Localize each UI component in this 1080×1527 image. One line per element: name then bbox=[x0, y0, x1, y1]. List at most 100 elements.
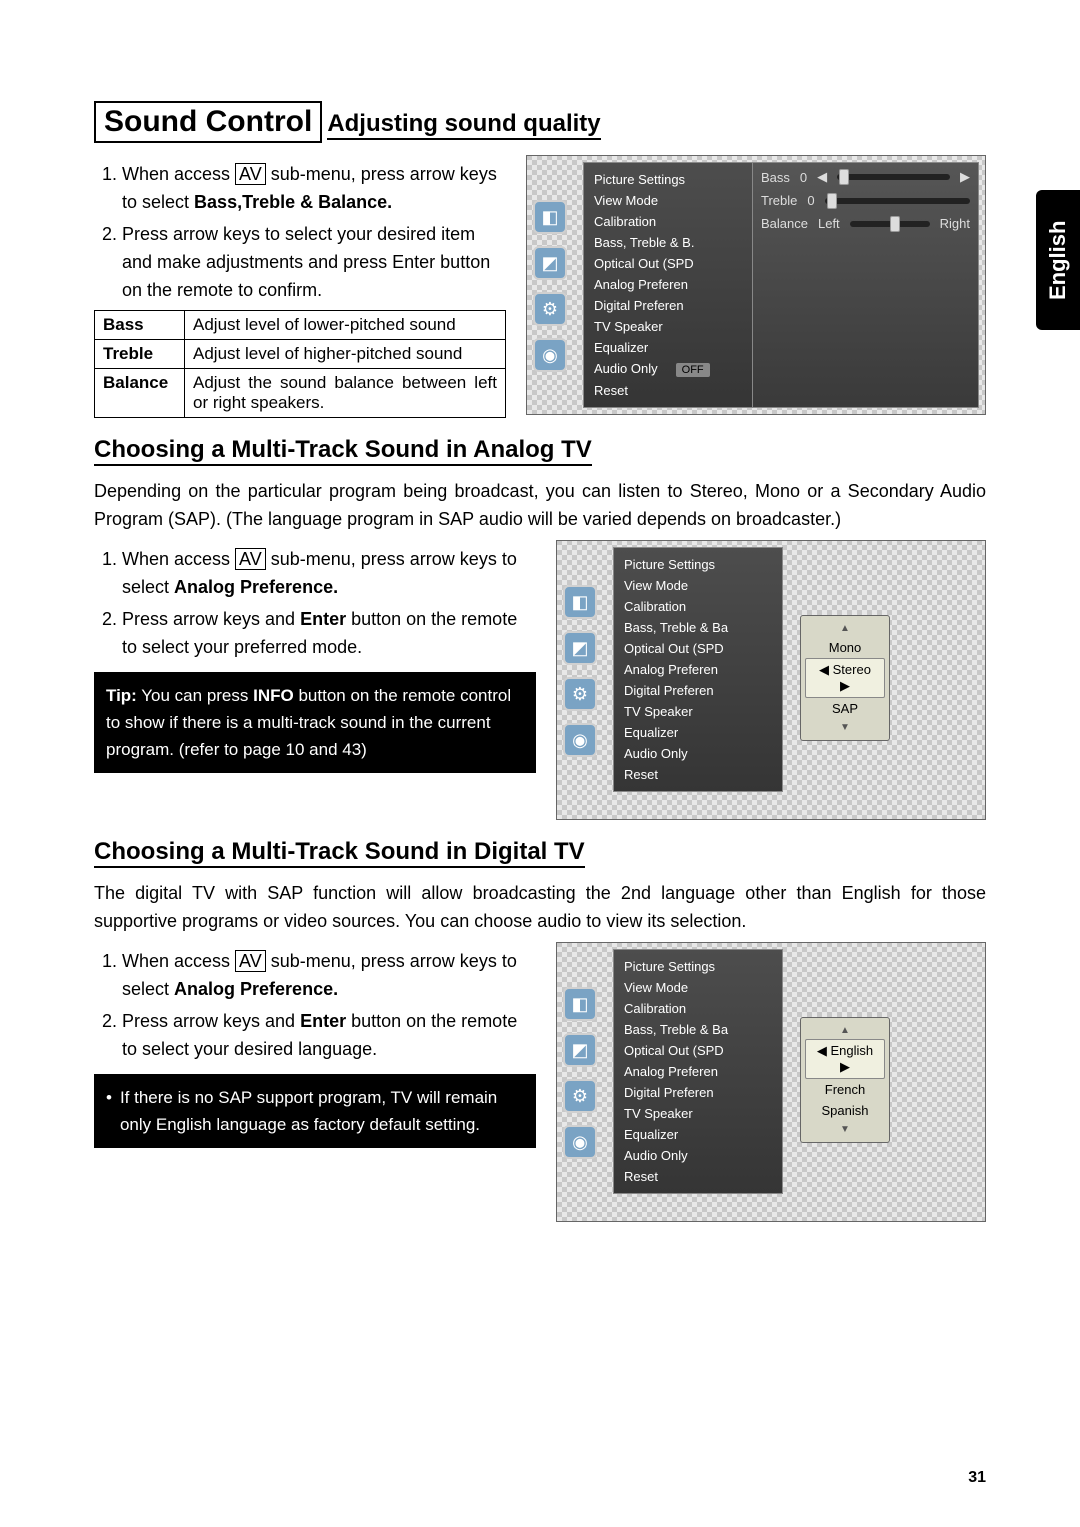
menu-item: Audio Only bbox=[624, 743, 772, 764]
popup-option-selected: ◀ Stereo ▶ bbox=[805, 658, 885, 698]
cell: Adjust level of lower-pitched sound bbox=[185, 311, 506, 340]
cell: Treble bbox=[95, 340, 185, 369]
s3-step2: Press arrow keys and Enter button on the… bbox=[122, 1008, 536, 1064]
tip-box: Tip: You can press INFO button on the re… bbox=[94, 672, 536, 774]
menu-item: Analog Preferen bbox=[624, 659, 772, 680]
text-bold: Tip: bbox=[106, 686, 137, 705]
menu-item: View Mode bbox=[624, 977, 772, 998]
page-number: 31 bbox=[968, 1469, 986, 1487]
menu-list: Picture Settings View Mode Calibration B… bbox=[613, 547, 783, 792]
menu-item: Calibration bbox=[624, 998, 772, 1019]
section1-heading: Adjusting sound quality bbox=[327, 110, 600, 140]
cell: Adjust the sound balance between left or… bbox=[185, 369, 506, 418]
language-tab: English bbox=[1036, 190, 1080, 330]
menu-item: Picture Settings bbox=[594, 169, 742, 190]
text: Press arrow keys and bbox=[122, 609, 300, 629]
up-arrow-icon: ▲ bbox=[801, 1022, 889, 1039]
left-arrow-icon: ◀ bbox=[817, 169, 827, 185]
up-arrow-icon: ▲ bbox=[801, 620, 889, 637]
menu-icon: ◩ bbox=[533, 246, 567, 280]
menu-item: Optical Out (SPD bbox=[624, 1040, 772, 1061]
text: When access bbox=[122, 549, 235, 569]
label: Balance bbox=[761, 216, 808, 231]
cell: Bass bbox=[95, 311, 185, 340]
menu-item: Equalizer bbox=[624, 1124, 772, 1145]
menu-list: Picture Settings View Mode Calibration B… bbox=[613, 949, 783, 1194]
s2-step1: When access AV sub-menu, press arrow key… bbox=[122, 546, 536, 602]
menu-item: Bass, Treble & Ba bbox=[624, 1019, 772, 1040]
label: Right bbox=[940, 216, 970, 231]
popup-option-selected: ◀ English ▶ bbox=[805, 1039, 885, 1079]
value: 0 bbox=[807, 193, 814, 208]
table-row: TrebleAdjust level of higher-pitched sou… bbox=[95, 340, 506, 369]
text-bold: INFO bbox=[253, 686, 294, 705]
menu-item: Bass, Treble & B. bbox=[594, 232, 742, 253]
menu-item: Picture Settings bbox=[624, 956, 772, 977]
definitions-table: BassAdjust level of lower-pitched sound … bbox=[94, 310, 506, 418]
tv-menu-screenshot-2: ◧ ◩ ⚙ ◉ Picture Settings View Mode Calib… bbox=[556, 540, 986, 820]
icon-column: ◧ ◩ ⚙ ◉ bbox=[563, 987, 597, 1159]
bullet-icon: • bbox=[106, 1084, 112, 1138]
text-bold: Analog Preference. bbox=[174, 979, 338, 999]
av-box: AV bbox=[235, 950, 266, 972]
section2-intro: Depending on the particular program bein… bbox=[94, 478, 986, 534]
text: You can press bbox=[137, 686, 253, 705]
table-row: BalanceAdjust the sound balance between … bbox=[95, 369, 506, 418]
s1-step1: When access AV sub-menu, press arrow key… bbox=[122, 161, 506, 217]
section2-steps: When access AV sub-menu, press arrow key… bbox=[94, 546, 536, 662]
menu-item: Equalizer bbox=[624, 722, 772, 743]
menu-icon: ⚙ bbox=[533, 292, 567, 326]
menu-item: Analog Preferen bbox=[594, 274, 742, 295]
menu-item: Audio Only bbox=[624, 1145, 772, 1166]
menu-icon: ◉ bbox=[533, 338, 567, 372]
menu-item: View Mode bbox=[624, 575, 772, 596]
menu-item: View Mode bbox=[594, 190, 742, 211]
digital-popup: ▲ ◀ English ▶ French Spanish ▼ bbox=[800, 1017, 890, 1143]
menu-item: Reset bbox=[624, 1166, 772, 1187]
menu-icon: ◉ bbox=[563, 723, 597, 757]
tv-menu-screenshot-1: ◧ ◩ ⚙ ◉ Picture Settings View Mode Calib… bbox=[526, 155, 986, 415]
menu-icon: ◧ bbox=[533, 200, 567, 234]
label: Treble bbox=[761, 193, 797, 208]
label: Left bbox=[818, 216, 840, 231]
popup-option: French bbox=[801, 1079, 889, 1100]
menu-icon: ◧ bbox=[563, 987, 597, 1021]
menu-item: Optical Out (SPD bbox=[624, 638, 772, 659]
popup-option: Spanish bbox=[801, 1100, 889, 1121]
balance-slider: Balance Left Right bbox=[761, 216, 970, 231]
cell: Balance bbox=[95, 369, 185, 418]
menu-item: Picture Settings bbox=[624, 554, 772, 575]
analog-popup: ▲ Mono ◀ Stereo ▶ SAP ▼ bbox=[800, 615, 890, 741]
s2-step2: Press arrow keys and Enter button on the… bbox=[122, 606, 536, 662]
menu-item: Audio Only OFF bbox=[594, 358, 742, 380]
text: When access bbox=[122, 951, 235, 971]
menu-item: TV Speaker bbox=[624, 701, 772, 722]
menu-item: Calibration bbox=[624, 596, 772, 617]
icon-column: ◧ ◩ ⚙ ◉ bbox=[533, 200, 567, 372]
menu-item: Bass, Treble & Ba bbox=[624, 617, 772, 638]
slider-panel: Bass 0 ◀ ▶ Treble 0 Balance Left Right bbox=[753, 162, 979, 408]
tv-menu-screenshot-3: ◧ ◩ ⚙ ◉ Picture Settings View Mode Calib… bbox=[556, 942, 986, 1222]
text: Press arrow keys and bbox=[122, 1011, 300, 1031]
menu-item: Digital Preferen bbox=[624, 680, 772, 701]
menu-item: TV Speaker bbox=[594, 316, 742, 337]
page-title: Sound Control bbox=[94, 101, 322, 143]
menu-item: Reset bbox=[624, 764, 772, 785]
cell: Adjust level of higher-pitched sound bbox=[185, 340, 506, 369]
av-box: AV bbox=[235, 548, 266, 570]
note-text: If there is no SAP support program, TV w… bbox=[120, 1084, 524, 1138]
text-bold: Enter bbox=[300, 1011, 346, 1031]
menu-item: Reset bbox=[594, 380, 742, 401]
menu-item: Optical Out (SPD bbox=[594, 253, 742, 274]
label: Bass bbox=[761, 170, 790, 185]
popup-option: Mono bbox=[801, 637, 889, 658]
menu-list: Picture Settings View Mode Calibration B… bbox=[583, 162, 753, 408]
menu-icon: ◉ bbox=[563, 1125, 597, 1159]
menu-icon: ⚙ bbox=[563, 677, 597, 711]
section3-heading: Choosing a Multi-Track Sound in Digital … bbox=[94, 838, 585, 868]
table-row: BassAdjust level of lower-pitched sound bbox=[95, 311, 506, 340]
menu-icon: ⚙ bbox=[563, 1079, 597, 1113]
menu-item: Analog Preferen bbox=[624, 1061, 772, 1082]
menu-item: TV Speaker bbox=[624, 1103, 772, 1124]
text: When access bbox=[122, 164, 235, 184]
